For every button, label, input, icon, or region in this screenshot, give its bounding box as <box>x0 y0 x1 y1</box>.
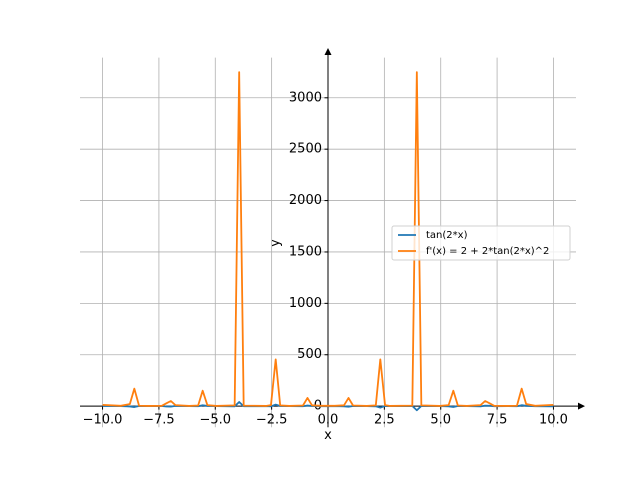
y-tick-label: 3000 <box>289 90 322 105</box>
x-tick-label: 10.0 <box>539 413 568 428</box>
legend-box <box>391 225 571 261</box>
legend: tan(2*x) f'(x) = 2 + 2*tan(2*x)^2 <box>391 225 571 261</box>
x-tick-label: −10.0 <box>83 413 123 428</box>
x-tick-label: −7.5 <box>143 413 175 428</box>
x-tick-label: 0.0 <box>318 413 339 428</box>
series-line <box>102 71 554 407</box>
x-axis-label: x <box>324 428 332 443</box>
x-axis-arrow <box>578 402 585 410</box>
x-tick-label: 5.0 <box>430 413 451 428</box>
y-tick-label: 2000 <box>289 193 322 208</box>
y-tick-label: 1500 <box>289 244 322 259</box>
legend-label: tan(2*x) <box>426 230 468 241</box>
x-tick-label: 7.5 <box>487 413 508 428</box>
x-tick-label: −5.0 <box>199 413 231 428</box>
legend-label: f'(x) = 2 + 2*tan(2*x)^2 <box>426 246 549 257</box>
y-tick-label: 1000 <box>289 296 322 311</box>
x-tick-label: −2.5 <box>256 413 288 428</box>
y-axis-label: y <box>268 239 283 247</box>
y-tick-label: 2500 <box>289 142 322 157</box>
y-tick-label: 500 <box>297 347 322 362</box>
y-axis-arrow <box>324 48 332 55</box>
x-tick-label: 2.5 <box>374 413 395 428</box>
